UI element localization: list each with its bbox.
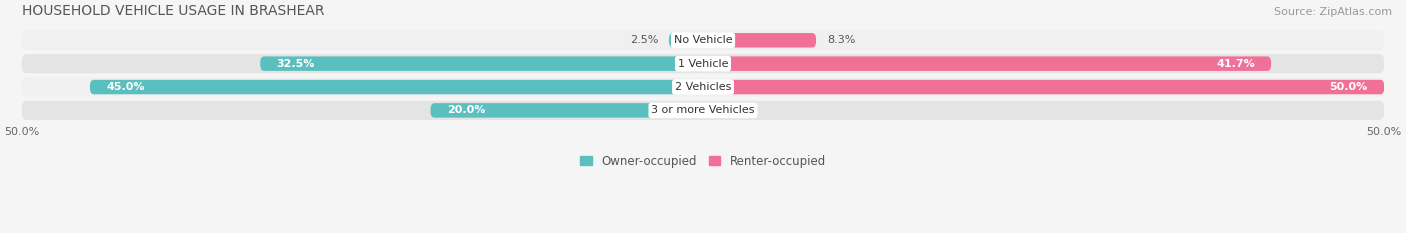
Text: 8.3%: 8.3% <box>827 35 855 45</box>
FancyBboxPatch shape <box>21 54 1385 73</box>
Text: 32.5%: 32.5% <box>277 59 315 69</box>
FancyBboxPatch shape <box>430 103 703 118</box>
Text: 50.0%: 50.0% <box>1330 82 1368 92</box>
FancyBboxPatch shape <box>703 56 1271 71</box>
FancyBboxPatch shape <box>669 33 703 48</box>
FancyBboxPatch shape <box>260 56 703 71</box>
Text: HOUSEHOLD VEHICLE USAGE IN BRASHEAR: HOUSEHOLD VEHICLE USAGE IN BRASHEAR <box>21 4 325 18</box>
Text: No Vehicle: No Vehicle <box>673 35 733 45</box>
FancyBboxPatch shape <box>90 80 703 94</box>
Text: 41.7%: 41.7% <box>1216 59 1254 69</box>
Text: Source: ZipAtlas.com: Source: ZipAtlas.com <box>1274 7 1392 17</box>
Text: 2.5%: 2.5% <box>630 35 658 45</box>
Text: 3 or more Vehicles: 3 or more Vehicles <box>651 105 755 115</box>
FancyBboxPatch shape <box>21 101 1385 120</box>
Text: 1 Vehicle: 1 Vehicle <box>678 59 728 69</box>
Legend: Owner-occupied, Renter-occupied: Owner-occupied, Renter-occupied <box>575 150 831 172</box>
Text: 45.0%: 45.0% <box>107 82 145 92</box>
FancyBboxPatch shape <box>703 80 1385 94</box>
Text: 2 Vehicles: 2 Vehicles <box>675 82 731 92</box>
FancyBboxPatch shape <box>21 77 1385 97</box>
FancyBboxPatch shape <box>21 31 1385 50</box>
FancyBboxPatch shape <box>703 33 815 48</box>
Text: 20.0%: 20.0% <box>447 105 485 115</box>
Text: 0.0%: 0.0% <box>714 105 742 115</box>
